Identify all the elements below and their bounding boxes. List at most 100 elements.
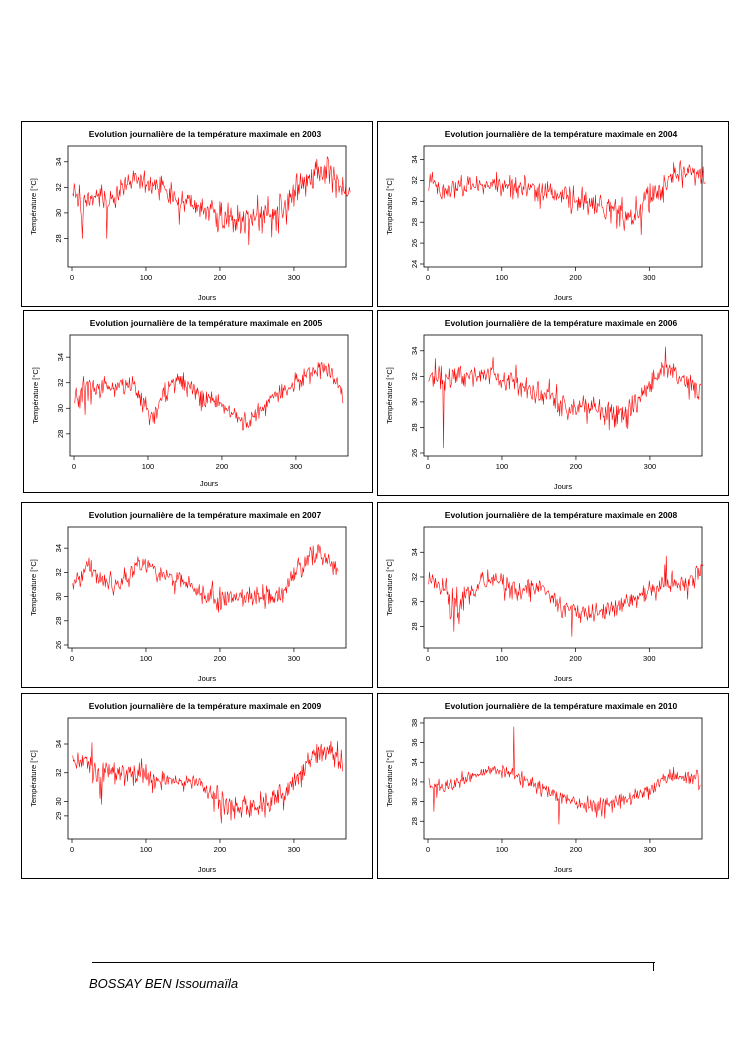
x-tick-label: 200 [214, 273, 227, 282]
chart-svg: Evolution journalière de la température … [385, 701, 703, 874]
chart-title: Evolution journalière de la température … [445, 318, 678, 328]
x-axis-label: Jours [200, 479, 219, 488]
series-line-tmax [72, 544, 339, 613]
y-tick-label: 38 [410, 719, 419, 727]
x-tick-label: 0 [72, 462, 76, 471]
y-axis-label: Température [°C] [385, 559, 394, 616]
chart-panel: Evolution journalière de la température … [21, 121, 373, 307]
chart-panel: Evolution journalière de la température … [377, 121, 729, 307]
plot-frame [67, 717, 347, 840]
y-tick-label: 26 [410, 449, 419, 457]
y-tick-label: 28 [56, 430, 65, 438]
x-tick-label: 300 [643, 654, 656, 663]
x-tick-label: 0 [426, 462, 430, 471]
y-axis-label: Température [°C] [29, 750, 38, 807]
y-tick-label: 32 [54, 183, 63, 191]
y-tick-label: 28 [410, 423, 419, 431]
y-tick-label: 28 [410, 817, 419, 825]
x-tick-label: 200 [569, 273, 582, 282]
x-tick-label: 300 [288, 654, 301, 663]
x-tick-label: 200 [570, 845, 583, 854]
chart-title: Evolution journalière de la température … [90, 318, 323, 328]
chart-title: Evolution journalière de la température … [89, 701, 322, 711]
chart-panel: Evolution journalière de la température … [377, 693, 729, 879]
page-number-mark [653, 962, 654, 971]
x-tick-label: 0 [426, 845, 430, 854]
author-name: BOSSAY BEN Issoumaïla [89, 976, 239, 991]
y-tick-label: 34 [410, 758, 419, 766]
y-tick-label: 34 [54, 544, 63, 552]
y-tick-label: 34 [410, 155, 419, 163]
x-axis-label: Jours [554, 865, 573, 874]
y-tick-label: 30 [56, 404, 65, 412]
x-tick-label: 0 [70, 845, 74, 854]
y-tick-label: 32 [54, 568, 63, 576]
x-axis-label: Jours [198, 293, 217, 302]
chart-panel: Evolution journalière de la température … [21, 693, 373, 879]
chart-title: Evolution journalière de la température … [445, 701, 678, 711]
y-tick-label: 32 [410, 372, 419, 380]
y-axis-label: Température [°C] [31, 367, 40, 424]
footer-rule [92, 962, 655, 963]
y-tick-label: 34 [54, 740, 63, 748]
y-tick-label: 28 [54, 234, 63, 242]
series-line-tmax [428, 726, 701, 825]
x-tick-label: 200 [216, 462, 229, 471]
chart-panel: Evolution journalière de la température … [23, 310, 373, 493]
x-axis-label: Jours [554, 674, 573, 683]
chart-svg: Evolution journalière de la température … [29, 701, 347, 874]
y-tick-label: 30 [410, 598, 419, 606]
chart-svg: Evolution journalière de la température … [385, 318, 703, 491]
plot-frame [423, 526, 703, 649]
chart-panel: Evolution journalière de la température … [377, 502, 729, 688]
y-tick-label: 32 [410, 176, 419, 184]
x-tick-label: 0 [70, 273, 74, 282]
y-tick-label: 32 [54, 769, 63, 777]
x-tick-label: 200 [570, 462, 583, 471]
chart-svg: Evolution journalière de la température … [29, 510, 347, 683]
plot-frame [423, 717, 703, 840]
chart-title: Evolution journalière de la température … [89, 129, 322, 139]
y-tick-label: 28 [54, 617, 63, 625]
x-tick-label: 100 [496, 273, 509, 282]
x-tick-label: 200 [569, 654, 582, 663]
x-tick-label: 300 [644, 845, 657, 854]
x-tick-label: 0 [426, 273, 430, 282]
y-tick-label: 34 [54, 158, 63, 166]
y-tick-label: 30 [410, 398, 419, 406]
y-axis-label: Température [°C] [385, 367, 394, 424]
y-tick-label: 30 [54, 592, 63, 600]
y-tick-label: 34 [56, 353, 65, 361]
y-tick-label: 32 [56, 379, 65, 387]
x-tick-label: 200 [214, 654, 227, 663]
x-tick-label: 300 [288, 845, 301, 854]
plot-frame [67, 526, 347, 649]
y-axis-label: Température [°C] [385, 178, 394, 235]
x-tick-label: 100 [496, 845, 509, 854]
y-tick-label: 32 [410, 573, 419, 581]
x-axis-label: Jours [554, 293, 573, 302]
y-tick-label: 36 [410, 738, 419, 746]
chart-panel: Evolution journalière de la température … [21, 502, 373, 688]
x-axis-label: Jours [198, 865, 217, 874]
x-tick-label: 100 [140, 845, 153, 854]
y-tick-label: 28 [410, 622, 419, 630]
x-tick-label: 0 [70, 654, 74, 663]
x-axis-label: Jours [554, 482, 573, 491]
x-tick-label: 300 [290, 462, 303, 471]
series-line-tmax [428, 160, 706, 236]
y-tick-label: 34 [410, 548, 419, 556]
x-tick-label: 100 [496, 462, 509, 471]
chart-svg: Evolution journalière de la température … [385, 510, 704, 683]
plot-frame [423, 334, 703, 457]
y-tick-label: 26 [54, 641, 63, 649]
y-tick-label: 28 [410, 218, 419, 226]
x-tick-label: 100 [140, 654, 153, 663]
x-tick-label: 200 [214, 845, 227, 854]
y-axis-label: Température [°C] [29, 559, 38, 616]
plot-frame [67, 145, 347, 268]
x-tick-label: 100 [140, 273, 153, 282]
y-axis-label: Température [°C] [385, 750, 394, 807]
series-line-tmax [428, 555, 704, 637]
y-tick-label: 30 [54, 209, 63, 217]
